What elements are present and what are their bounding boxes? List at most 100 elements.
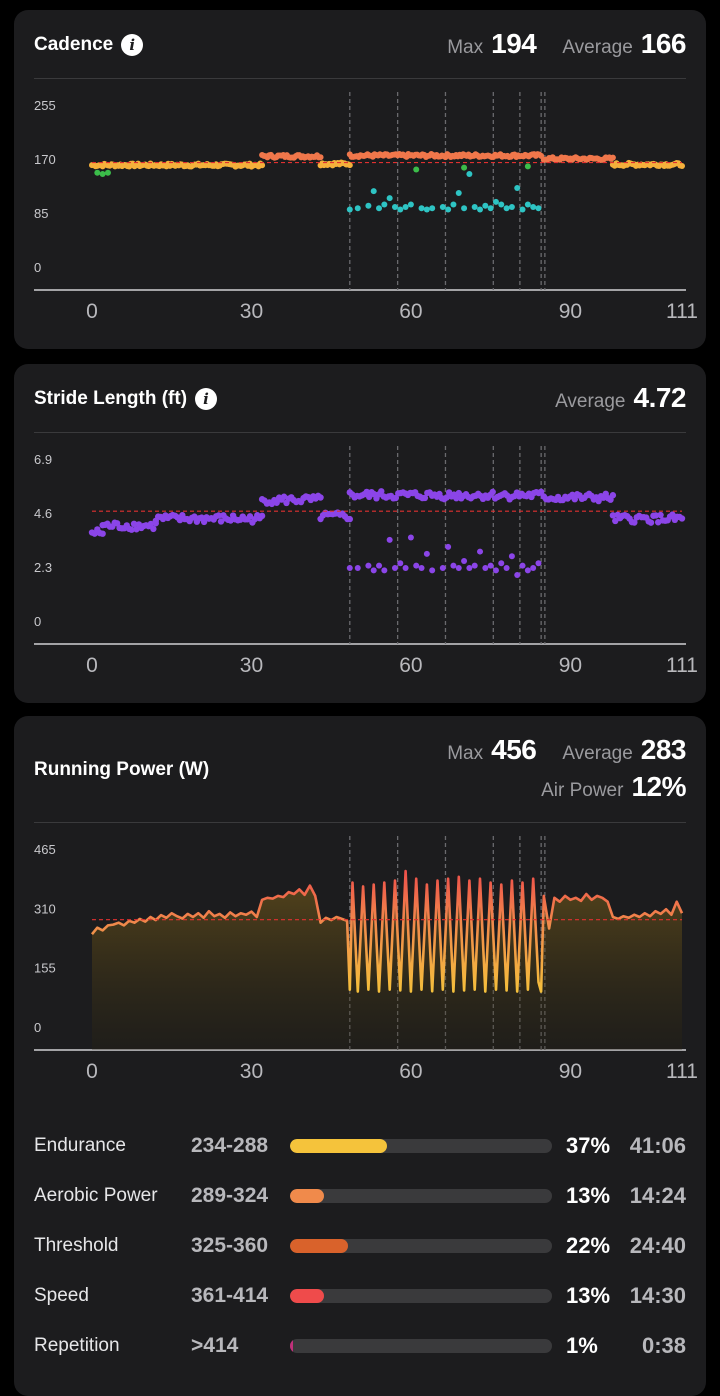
data-point [450, 201, 457, 208]
stride-average-label: Average [555, 391, 626, 412]
data-point [453, 495, 460, 502]
zone-bar-fill [290, 1239, 348, 1253]
data-point [99, 170, 106, 177]
data-point [530, 565, 537, 571]
data-point [503, 205, 510, 212]
data-point [609, 512, 617, 519]
data-point [363, 488, 370, 496]
stride-title-text: Stride Length (ft) [34, 388, 188, 409]
zone-bar-fill [290, 1339, 293, 1353]
data-point [524, 567, 531, 574]
data-point [354, 205, 361, 212]
data-point [386, 195, 393, 202]
cadence-title: Cadence i [34, 34, 144, 56]
data-point [466, 565, 473, 571]
data-point [381, 567, 388, 574]
zone-bar-fill [290, 1139, 387, 1153]
zone-percent: 13% [566, 1183, 611, 1208]
data-point [609, 154, 616, 161]
power-title-text: Running Power (W) [34, 759, 210, 780]
power-chart: 465 310 155 0 0 30 60 90 111 [34, 836, 698, 1083]
zone-range: 234-288 [191, 1134, 269, 1157]
data-point [317, 494, 324, 501]
data-point [498, 560, 505, 567]
cadence-max-label: Max [447, 37, 484, 58]
power-title: Running Power (W) [34, 759, 209, 781]
data-point [647, 519, 655, 526]
x-tick-label: 90 [559, 654, 582, 677]
cadence-max-value: 194 [491, 28, 537, 59]
data-point [492, 567, 499, 574]
power-stats-row2: Air Power 12% [541, 771, 686, 803]
cadence-chart: 255 170 85 0 0 30 60 90 111 [34, 92, 698, 323]
cadence-average-label: Average [562, 37, 633, 58]
zone-name: Endurance [34, 1135, 126, 1156]
data-point [537, 488, 545, 495]
x-tick-label: 111 [666, 1060, 698, 1083]
data-point [489, 488, 496, 496]
data-point [128, 526, 135, 533]
stride-divider [34, 432, 686, 433]
power-max-label: Max [447, 743, 484, 764]
data-point [466, 170, 473, 177]
data-point [461, 164, 468, 171]
data-point [679, 163, 685, 170]
info-icon[interactable]: i [121, 34, 144, 56]
data-point [418, 565, 425, 571]
zone-percent: 22% [566, 1233, 611, 1258]
y-tick-label: 0 [34, 260, 41, 275]
y-tick-label: 0 [34, 1020, 41, 1035]
data-point [530, 204, 537, 211]
power-divider [34, 822, 686, 823]
data-point [514, 572, 521, 579]
data-point [397, 206, 404, 213]
x-tick-label: 0 [86, 1060, 98, 1083]
data-point [381, 201, 388, 208]
air-power-value: 12% [631, 771, 686, 802]
x-tick-label: 60 [399, 1060, 422, 1083]
power-average-value: 283 [640, 734, 687, 765]
data-point [407, 534, 414, 541]
zone-row: Aerobic Power 289-324 13% 14:24 [34, 1181, 686, 1211]
data-point [104, 169, 111, 176]
stride-stats: Average 4.72 [555, 382, 686, 414]
data-point [477, 548, 484, 555]
data-point [439, 565, 446, 571]
zone-row: Threshold 325-360 22% 24:40 [34, 1231, 686, 1261]
data-point [571, 496, 578, 503]
data-point [421, 494, 429, 502]
data-point [477, 206, 484, 213]
data-point [443, 494, 450, 501]
power-line [90, 869, 684, 993]
data-point [370, 567, 377, 574]
data-point [471, 562, 478, 569]
data-point [423, 206, 430, 213]
data-point [397, 560, 404, 567]
y-tick-label: 2.3 [34, 560, 52, 575]
x-tick-label: 30 [240, 654, 263, 677]
data-point [471, 204, 478, 211]
zone-bar [290, 1239, 552, 1253]
power-max-value: 456 [491, 734, 537, 765]
cadence-title-text: Cadence [34, 34, 114, 55]
zone-range: 325-360 [191, 1234, 269, 1257]
zone-name: Threshold [34, 1235, 119, 1256]
data-point [498, 201, 505, 208]
x-tick-label: 111 [666, 300, 698, 323]
data-point [455, 489, 462, 497]
data-point [519, 206, 526, 213]
data-point [407, 201, 414, 208]
data-point [455, 190, 462, 197]
data-point [402, 565, 409, 571]
data-point [365, 493, 373, 501]
y-tick-label: 6.9 [34, 452, 52, 467]
data-point [402, 204, 409, 211]
info-icon[interactable]: i [195, 388, 218, 410]
data-point [365, 562, 372, 569]
zone-range: >414 [191, 1334, 239, 1357]
zone-range: 361-414 [191, 1284, 269, 1307]
cadence-divider [34, 78, 686, 79]
data-point [346, 206, 353, 213]
zone-bar [290, 1339, 552, 1353]
cadence-card: Cadence i Max 194 Average 166 255 170 85 0 0… [14, 10, 706, 349]
